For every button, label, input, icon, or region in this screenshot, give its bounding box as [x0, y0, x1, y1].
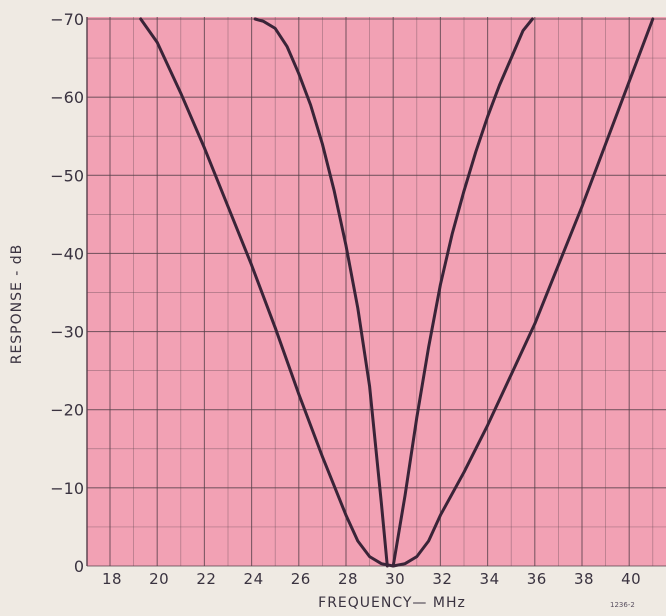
series-line-1 — [253, 17, 389, 568]
y-tick-label: −50 — [50, 166, 84, 185]
y-tick-label: −40 — [50, 244, 84, 263]
x-tick-label: 34 — [480, 570, 500, 588]
plot-background — [87, 17, 666, 566]
y-tick-label: −10 — [50, 479, 84, 498]
y-tick-labels: 0 −10 −20 −30 −40 −50 −60 −70 — [50, 10, 84, 576]
grid-lines — [86, 17, 666, 567]
x-tick-label: 38 — [574, 570, 594, 588]
y-axis-label: RESPONSE - dB — [9, 244, 25, 365]
series-line-3 — [139, 17, 655, 568]
y-tick-label: −30 — [50, 323, 84, 342]
y-tick-label: −60 — [50, 88, 84, 107]
x-tick-label: 28 — [338, 570, 358, 588]
curves — [139, 17, 655, 568]
y-tick-label: −20 — [50, 401, 84, 420]
x-tick-label: 36 — [527, 570, 547, 588]
x-tick-labels: 18 20 22 24 26 28 30 32 34 36 38 40 — [102, 570, 641, 588]
x-tick-label: 40 — [621, 570, 641, 588]
x-tick-label: 24 — [244, 570, 264, 588]
y-tick-label: 0 — [74, 557, 84, 576]
series-line-2 — [391, 17, 534, 568]
x-tick-label: 22 — [196, 570, 216, 588]
x-tick-label: 20 — [149, 570, 169, 588]
x-axis-label: FREQUENCY— MHz — [318, 595, 466, 611]
x-tick-label: 26 — [291, 570, 311, 588]
x-tick-label: 32 — [432, 570, 452, 588]
x-tick-label: 18 — [102, 570, 122, 588]
x-tick-label: 30 — [385, 570, 405, 588]
figure-id-label: 1236-2 — [610, 601, 635, 609]
y-tick-label: −70 — [50, 10, 84, 29]
